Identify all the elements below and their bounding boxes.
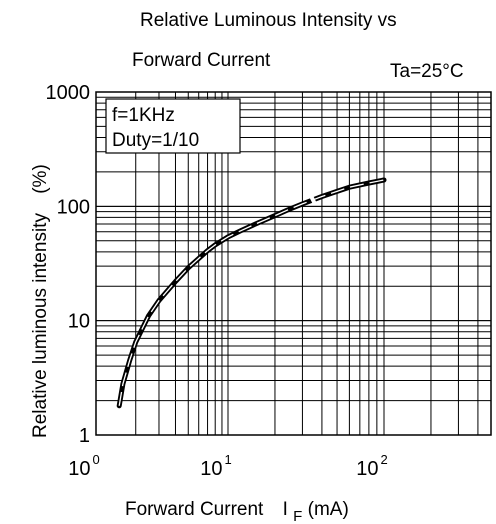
x-tick-base: 10 bbox=[68, 458, 90, 480]
x-axis-subscript: F bbox=[293, 508, 302, 524]
chart-title-line2: Forward Current bbox=[132, 50, 271, 71]
x-tick-label: 10 1 bbox=[200, 452, 231, 480]
chart-title-line1: Relative Luminous Intensity vs bbox=[140, 10, 397, 31]
x-axis-label: Forward Current I F (mA) bbox=[125, 499, 349, 524]
x-tick-exponent: 2 bbox=[381, 452, 388, 467]
annotation-box bbox=[105, 98, 241, 154]
x-axis-unit: (mA) bbox=[308, 499, 349, 520]
data-series bbox=[116, 177, 387, 409]
x-tick-exponent: 1 bbox=[225, 452, 232, 467]
x-tick-base: 10 bbox=[356, 458, 378, 480]
y-tick-label: 10 bbox=[68, 311, 90, 333]
y-tick-label: 1000 bbox=[46, 82, 91, 104]
annotation-duty: Duty=1/10 bbox=[112, 130, 199, 151]
y-tick-label: 100 bbox=[57, 196, 90, 218]
x-axis-symbol: I bbox=[283, 499, 288, 520]
x-tick-label: 10 2 bbox=[356, 452, 387, 480]
y-axis-label: Relative luminous intensity (%) bbox=[30, 164, 51, 438]
y-tick-label: 1 bbox=[79, 425, 90, 447]
annotation-frequency: f=1KHz bbox=[112, 105, 175, 126]
x-axis-label-text: Forward Current bbox=[125, 499, 264, 520]
x-tick-base: 10 bbox=[200, 458, 222, 480]
y-axis-unit: (%) bbox=[30, 164, 51, 194]
y-axis-label-text: Relative luminous intensity bbox=[30, 213, 51, 438]
plot-frame bbox=[95, 91, 492, 436]
x-tick-label: 10 0 bbox=[68, 452, 99, 480]
x-tick-labels: 10 0 10 1 10 2 bbox=[68, 452, 387, 480]
x-tick-exponent: 0 bbox=[93, 452, 100, 467]
series-line-dash bbox=[118, 179, 385, 406]
y-tick-labels: 1 10 100 1000 bbox=[46, 82, 91, 447]
temperature-condition: Ta=25°C bbox=[390, 61, 464, 82]
series-line-gap bbox=[309, 194, 317, 205]
